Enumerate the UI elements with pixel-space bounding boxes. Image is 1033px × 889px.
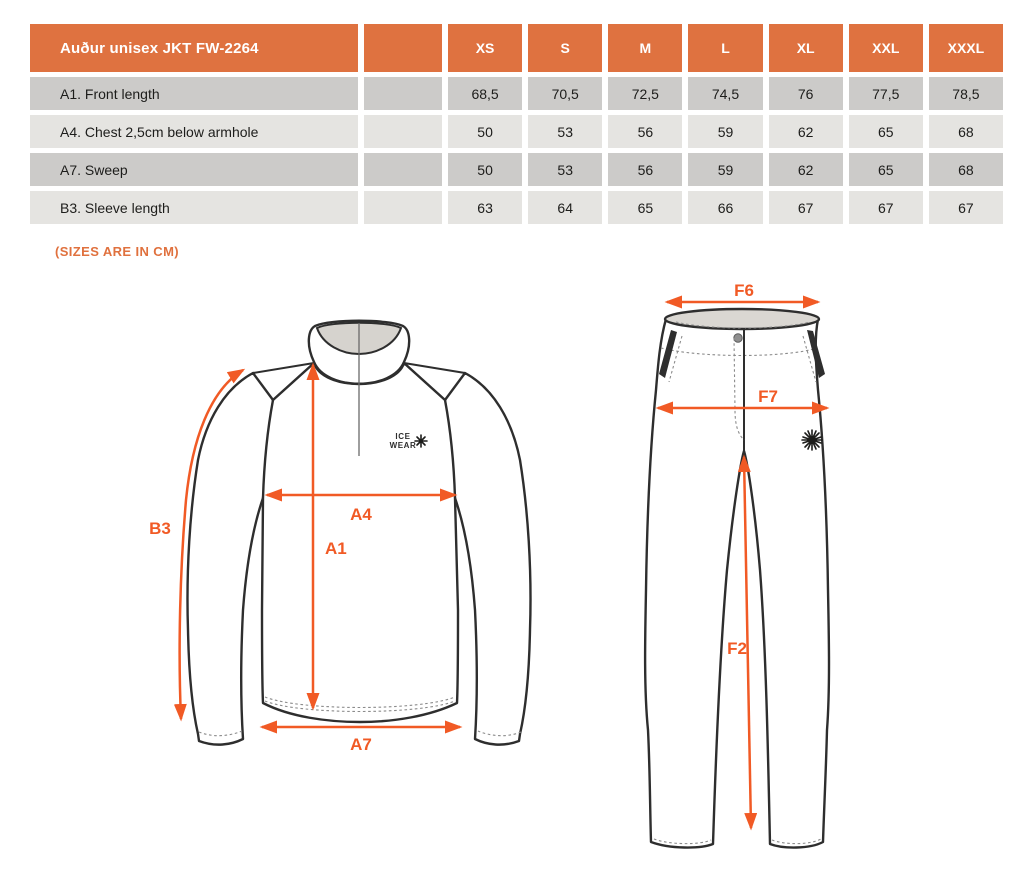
measure-label-a7: A7 [350, 735, 372, 754]
value-cell: 62 [768, 115, 843, 148]
size-header-l: L [688, 24, 763, 72]
value-cell: 76 [768, 77, 843, 110]
pants-left-hem-stitch [653, 838, 712, 845]
size-header-xs: XS [448, 24, 523, 72]
size-header-m: M [608, 24, 683, 72]
table-title: Auður unisex JKT FW-2264 [30, 24, 358, 72]
pants-diagram: F6 F7 F2 [643, 281, 831, 849]
size-chart-table: Auður unisex JKT FW-2264 XS S M L XL XXL… [30, 24, 1003, 224]
jacket-left-shoulder-seam [252, 362, 315, 374]
jacket-right-cuff-stitch [477, 730, 522, 737]
row-label: A1. Front length [30, 77, 358, 110]
pants-waist-stitch [675, 321, 811, 329]
value-cell: 77,5 [848, 77, 923, 110]
row-label: B3. Sleeve length [30, 191, 358, 224]
pants-body [643, 317, 831, 849]
value-cell: 78,5 [928, 77, 1003, 110]
jacket-right-raglan-seam [403, 362, 446, 401]
snowflake-icon [414, 434, 428, 448]
size-header-xxxl: XXXL [928, 24, 1003, 72]
jacket-diagram: ICE WEAR A4 A1 A7 B3 [149, 319, 532, 754]
size-header-xxl: XXL [848, 24, 923, 72]
sizes-note: (SIZES ARE IN CM) [55, 244, 180, 259]
row-empty-cell [364, 115, 442, 148]
measure-label-a4: A4 [350, 505, 372, 524]
jacket-b3-arrow [173, 368, 246, 722]
value-cell: 65 [608, 191, 683, 224]
measure-label-f7: F7 [758, 387, 778, 406]
value-cell: 59 [688, 153, 763, 186]
size-header-xl: XL [768, 24, 843, 72]
size-header-s: S [528, 24, 603, 72]
value-cell: 70,5 [528, 77, 603, 110]
measure-label-b3: B3 [149, 519, 171, 538]
pants-button [733, 333, 743, 343]
row-label: A7. Sweep [30, 153, 358, 186]
measure-label-f6: F6 [734, 281, 754, 300]
pants-waist-opening [663, 307, 821, 331]
value-cell: 74,5 [688, 77, 763, 110]
row-empty-cell [364, 153, 442, 186]
value-cell: 56 [608, 153, 683, 186]
pants-right-pocket [807, 330, 825, 378]
pants-waistband-stitch [660, 347, 818, 357]
value-cell: 50 [448, 153, 523, 186]
value-cell: 50 [448, 115, 523, 148]
value-cell: 68,5 [448, 77, 523, 110]
value-cell: 65 [848, 153, 923, 186]
value-cell: 67 [768, 191, 843, 224]
snowflake-icon [801, 429, 823, 451]
value-cell: 65 [848, 115, 923, 148]
row-label: A4. Chest 2,5cm below armhole [30, 115, 358, 148]
jacket-logo-text-top: ICE [395, 432, 410, 441]
value-cell: 59 [688, 115, 763, 148]
value-cell: 67 [848, 191, 923, 224]
jacket-logo-text-bottom: WEAR [390, 441, 417, 450]
row-empty-cell [364, 77, 442, 110]
jacket-left-cuff-stitch [198, 730, 243, 737]
measure-label-a1: A1 [325, 539, 347, 558]
pants-fly-stitch [733, 337, 745, 441]
value-cell: 72,5 [608, 77, 683, 110]
value-cell: 53 [528, 153, 603, 186]
pants-f2-arrow [737, 454, 758, 831]
jacket-right-sleeve [443, 371, 532, 746]
jacket-logo: ICE WEAR [390, 432, 428, 450]
jacket-body [260, 361, 460, 724]
pants-left-pocket [659, 330, 677, 378]
jacket-right-shoulder-seam [403, 362, 466, 374]
value-cell: 67 [928, 191, 1003, 224]
row-empty-cell [364, 191, 442, 224]
value-cell: 68 [928, 153, 1003, 186]
header-empty-cell [364, 24, 442, 72]
measure-label-f2: F2 [727, 639, 747, 658]
value-cell: 53 [528, 115, 603, 148]
measurement-diagrams: ICE WEAR A4 A1 A7 B3 [149, 281, 831, 849]
value-cell: 66 [688, 191, 763, 224]
value-cell: 68 [928, 115, 1003, 148]
value-cell: 62 [768, 153, 843, 186]
value-cell: 63 [448, 191, 523, 224]
jacket-hem-stitch [264, 696, 456, 709]
value-cell: 56 [608, 115, 683, 148]
value-cell: 64 [528, 191, 603, 224]
jacket-hem-stitch-2 [264, 700, 456, 713]
